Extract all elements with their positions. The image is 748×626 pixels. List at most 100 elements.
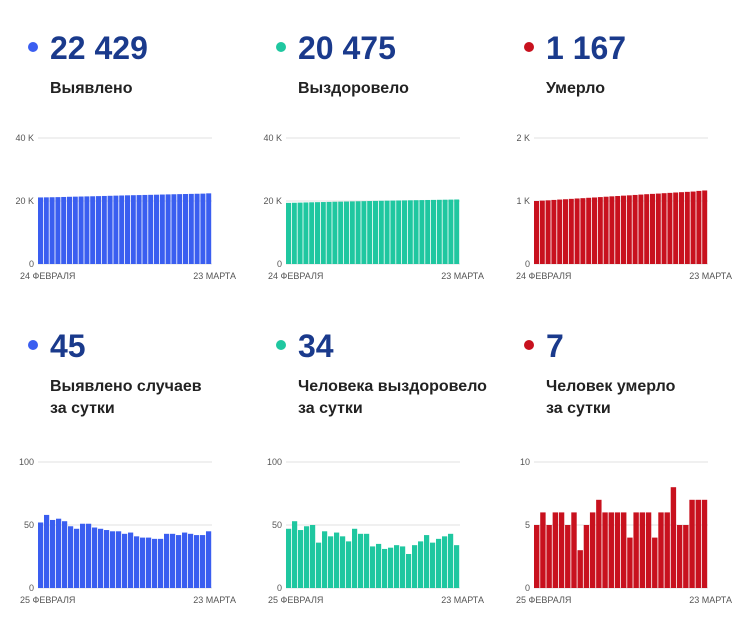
bar: [80, 523, 86, 588]
bar: [38, 197, 43, 264]
bar: [645, 512, 652, 588]
bar: [182, 532, 188, 588]
bar: [177, 194, 183, 264]
panel-deaths-daily: 7 Человек умерло за сутки 0 5 10 25 ФЕВРАЛЯ 23…: [516, 326, 748, 626]
bar: [303, 202, 309, 264]
bar: [158, 538, 164, 588]
bar: [633, 512, 639, 588]
y-tick-label: 100: [267, 457, 282, 467]
bar: [297, 202, 303, 264]
bar: [684, 191, 690, 264]
bar: [571, 512, 577, 588]
bar: [608, 512, 614, 588]
bar: [154, 194, 159, 264]
bar: [292, 521, 298, 588]
bar: [206, 193, 212, 264]
bar: [43, 197, 49, 264]
y-tick-label: 10: [520, 457, 530, 467]
bar: [376, 543, 382, 588]
bar: [56, 518, 62, 588]
bar: [146, 537, 152, 588]
bar: [394, 545, 400, 588]
bar: [384, 200, 390, 264]
y-tick-label: 20 K: [263, 196, 282, 206]
bar: [340, 536, 346, 588]
x-start-label: 25 ФЕВРАЛЯ: [516, 595, 571, 605]
bar: [44, 514, 50, 588]
y-tick-label: 5: [525, 520, 530, 530]
headline-value: 7: [546, 328, 564, 364]
bar: [86, 523, 92, 588]
panel-confirmed-daily: 45 Выявлено случаев за сутки 0 50 100 25 ФЕВР…: [19, 326, 268, 626]
y-tick-label: 50: [24, 520, 34, 530]
bar: [627, 537, 633, 588]
headline-label: Выявлено случаев за сутки: [50, 378, 202, 417]
bar: [352, 528, 358, 588]
bar: [382, 548, 388, 588]
bar: [596, 499, 602, 588]
y-tick-label: 1 K: [516, 196, 530, 206]
bar: [92, 527, 98, 588]
bar: [448, 533, 454, 588]
bar: [164, 533, 170, 588]
x-start-label: 25 ФЕВРАЛЯ: [20, 595, 75, 605]
bar: [119, 195, 125, 264]
bar: [122, 533, 128, 588]
x-end-label: 23 МАРТА: [689, 271, 732, 281]
bar: [552, 512, 559, 588]
bar: [454, 199, 460, 264]
bar: [689, 499, 695, 588]
bar: [349, 201, 355, 264]
bar: [696, 190, 702, 264]
bar: [442, 199, 448, 264]
bar: [68, 526, 74, 588]
bar: [334, 532, 340, 588]
bar: [558, 512, 565, 588]
bar: [577, 550, 583, 588]
bar: [38, 522, 44, 588]
x-end-label: 23 МАРТА: [193, 271, 236, 281]
bar: [326, 201, 332, 264]
x-start-label: 24 ФЕВРАЛЯ: [516, 271, 571, 281]
bar: [621, 195, 626, 264]
bar: [136, 195, 142, 264]
bar: [110, 531, 116, 588]
bar: [320, 202, 326, 264]
bar-chart: 0 1 K 2 K 24 ФЕВРАЛЯ 23 МАРТА: [516, 133, 732, 281]
bar: [378, 200, 384, 264]
legend-dot: [276, 340, 286, 350]
bar: [315, 202, 320, 264]
bar: [50, 519, 56, 588]
bar: [298, 530, 304, 588]
bar: [49, 197, 55, 264]
bar: [615, 196, 621, 264]
bar: [332, 201, 338, 264]
bar: [101, 195, 107, 264]
bar: [358, 533, 364, 588]
bar: [425, 199, 431, 264]
bar: [639, 512, 646, 588]
bar: [673, 192, 679, 264]
bar: [322, 531, 328, 588]
bar-chart: 0 50 100 25 ФЕВРАЛЯ 23 МАРТА: [267, 457, 484, 605]
legend-dot: [276, 42, 286, 52]
x-end-label: 23 МАРТА: [441, 271, 484, 281]
bar: [412, 545, 418, 588]
bar: [702, 190, 708, 264]
y-tick-label: 40 K: [263, 133, 282, 143]
y-tick-label: 0: [29, 259, 34, 269]
bar: [286, 528, 292, 588]
bar: [545, 200, 551, 264]
bar: [328, 536, 334, 588]
bar: [159, 194, 165, 264]
bar: [638, 194, 644, 264]
bar: [309, 202, 315, 264]
bar: [61, 196, 67, 264]
bar: [454, 545, 460, 588]
bar: [676, 525, 683, 588]
bar: [370, 546, 376, 588]
bar: [373, 200, 378, 264]
bar: [338, 201, 344, 264]
bar: [310, 525, 316, 588]
bar: [679, 192, 684, 264]
